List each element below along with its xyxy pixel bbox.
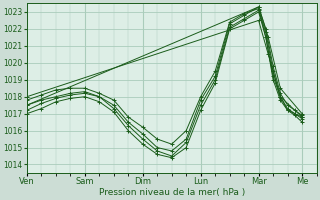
- X-axis label: Pression niveau de la mer( hPa ): Pression niveau de la mer( hPa ): [99, 188, 245, 197]
